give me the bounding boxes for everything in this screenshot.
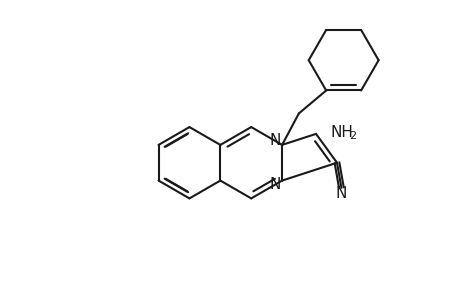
Text: NH: NH [330,125,353,140]
Text: N: N [335,186,347,201]
Text: N: N [269,177,280,192]
Text: 2: 2 [348,131,356,141]
Text: N: N [269,133,280,148]
